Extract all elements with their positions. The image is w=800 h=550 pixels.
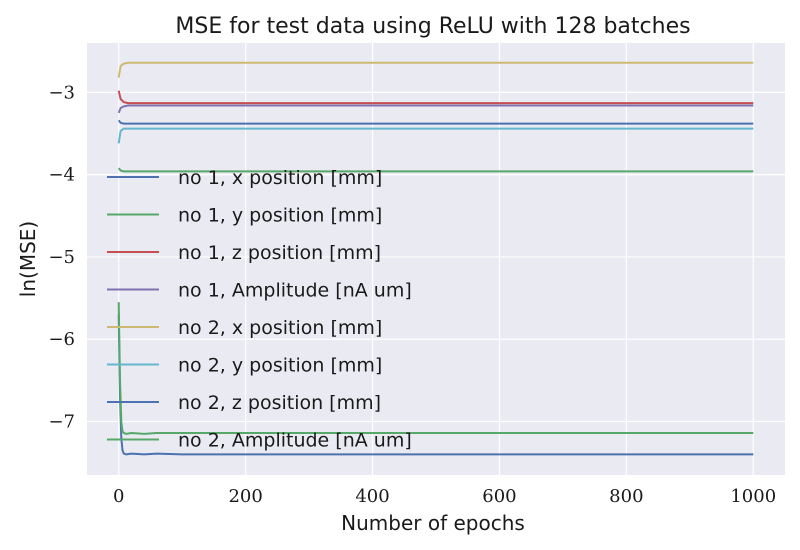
legend: no 1, x position [mm] no 1, y position [m…	[107, 167, 412, 452]
x-tick-label: 1000	[730, 486, 776, 507]
series-line-3	[117, 90, 754, 105]
series-line-8	[117, 302, 754, 435]
x-tick-label: 200	[228, 486, 262, 507]
legend-entry-label: no 1, Amplitude [nA um]	[178, 280, 412, 302]
legend-entry-label: no 1, y position [mm]	[178, 205, 382, 227]
plot-area	[87, 43, 785, 475]
y-axis-label: ln(MSE)	[16, 221, 40, 297]
y-tick-label: −7	[48, 412, 75, 433]
series-line-7	[117, 314, 754, 456]
series-line-2	[117, 167, 754, 173]
series-group	[117, 61, 754, 456]
series-line-1	[117, 119, 754, 125]
legend-entry-label: no 2, z position [mm]	[178, 392, 381, 414]
grid	[87, 43, 785, 475]
y-tick-label: −5	[48, 247, 75, 268]
y-tick-label: −4	[48, 165, 75, 186]
chart-title: MSE for test data using ReLU with 128 ba…	[175, 14, 690, 39]
legend-entry-label: no 2, y position [mm]	[178, 355, 382, 377]
legend-entry-label: no 1, z position [mm]	[178, 242, 381, 264]
legend-entry-label: no 2, x position [mm]	[178, 317, 382, 339]
x-tick-label: 800	[609, 486, 643, 507]
y-tick-label: −6	[48, 329, 75, 350]
legend-entry-label: no 2, Amplitude [nA um]	[178, 430, 412, 452]
x-tick-label: 400	[355, 486, 389, 507]
series-line-4	[117, 104, 754, 114]
x-ticks: 0 200 400 600 800 1000	[113, 486, 776, 507]
x-axis-label: Number of epochs	[341, 511, 525, 535]
y-ticks: −7 −6 −5 −4 −3	[48, 82, 75, 432]
x-tick-label: 600	[482, 486, 516, 507]
x-tick-label: 0	[113, 486, 124, 507]
y-tick-label: −3	[48, 82, 75, 103]
series-line-6	[117, 127, 754, 144]
legend-entry-label: no 1, x position [mm]	[178, 167, 382, 189]
series-line-5	[117, 61, 754, 78]
